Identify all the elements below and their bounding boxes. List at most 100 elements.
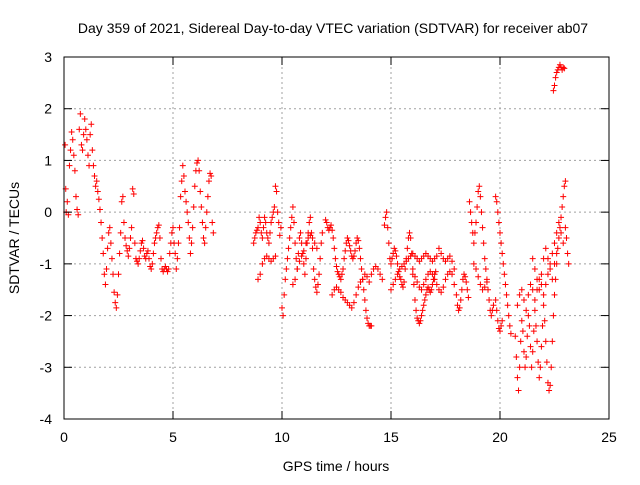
data-point — [207, 170, 214, 177]
data-point — [388, 286, 394, 293]
data-point — [478, 209, 485, 216]
data-point — [382, 214, 389, 221]
data-point — [199, 219, 206, 226]
data-point — [129, 185, 136, 192]
data-point — [348, 304, 355, 311]
data-point — [332, 255, 339, 262]
data-point — [282, 276, 289, 283]
data-point — [514, 374, 521, 381]
data-point — [399, 284, 406, 291]
data-point — [333, 263, 340, 270]
data-point — [416, 320, 423, 327]
data-point — [526, 322, 533, 329]
data-point — [553, 250, 560, 257]
data-point — [527, 281, 534, 288]
data-point — [391, 245, 398, 252]
data-point — [536, 374, 543, 381]
data-point — [258, 229, 265, 236]
data-point — [552, 74, 559, 81]
data-point — [271, 203, 278, 210]
data-point — [110, 271, 117, 278]
data-point — [440, 284, 447, 291]
data-point — [355, 237, 362, 244]
data-point — [547, 266, 554, 273]
data-point — [117, 229, 124, 236]
data-point — [164, 268, 171, 275]
data-point — [558, 229, 565, 236]
data-point — [425, 284, 432, 291]
data-point — [480, 240, 487, 247]
data-point — [313, 289, 320, 296]
data-point — [498, 240, 505, 247]
data-point — [344, 235, 351, 241]
data-point — [114, 291, 121, 298]
data-point — [66, 162, 73, 169]
data-point — [514, 302, 521, 309]
data-point — [269, 214, 276, 221]
data-point — [519, 328, 526, 335]
data-point — [438, 289, 445, 296]
data-point — [368, 271, 375, 278]
data-point — [500, 260, 507, 267]
data-point — [287, 224, 294, 231]
y-tick-label: -2 — [40, 308, 53, 324]
chart-title: Day 359 of 2021, Sidereal Day-to-day VTE… — [78, 20, 588, 36]
data-point — [340, 266, 347, 273]
data-point — [559, 203, 566, 210]
data-point — [261, 214, 268, 221]
data-point — [94, 188, 101, 195]
data-point — [272, 183, 279, 190]
data-point — [451, 281, 458, 288]
data-point — [554, 245, 561, 252]
data-point — [210, 229, 217, 236]
data-point — [421, 297, 428, 304]
data-point — [544, 271, 551, 278]
data-point — [499, 317, 506, 324]
data-point — [102, 281, 109, 288]
data-point — [529, 255, 536, 262]
data-point — [453, 291, 460, 298]
data-point — [193, 160, 200, 167]
data-point — [146, 255, 153, 262]
data-point — [301, 271, 308, 278]
data-point — [501, 271, 508, 278]
data-point — [543, 359, 550, 366]
data-point — [456, 304, 463, 311]
data-point — [251, 235, 258, 241]
data-point — [319, 229, 326, 236]
data-point — [316, 271, 323, 278]
data-point — [549, 276, 556, 283]
data-point — [184, 209, 191, 216]
data-point — [458, 286, 465, 293]
data-point — [532, 322, 539, 329]
data-point — [442, 276, 449, 283]
data-point — [479, 224, 486, 231]
data-point — [195, 157, 202, 164]
data-point — [377, 271, 384, 278]
data-point — [349, 255, 356, 262]
data-point — [525, 291, 532, 298]
data-point — [123, 242, 130, 249]
data-point — [427, 289, 434, 296]
data-point — [361, 297, 368, 304]
data-point — [357, 255, 364, 262]
data-point — [255, 276, 262, 283]
data-point — [187, 250, 194, 257]
data-point — [204, 193, 211, 200]
data-point — [189, 224, 196, 231]
data-point — [411, 297, 418, 304]
data-point — [555, 235, 562, 241]
data-point — [515, 387, 522, 394]
data-point — [334, 268, 341, 275]
data-point — [144, 247, 151, 254]
data-point — [74, 206, 81, 213]
data-point — [135, 260, 142, 267]
data-point — [465, 294, 472, 301]
data-point — [273, 188, 280, 195]
data-point — [276, 232, 283, 239]
data-point — [512, 333, 519, 340]
data-point — [89, 147, 96, 154]
y-tick-label: 0 — [44, 204, 52, 220]
data-point — [281, 291, 288, 298]
data-point — [127, 235, 134, 241]
